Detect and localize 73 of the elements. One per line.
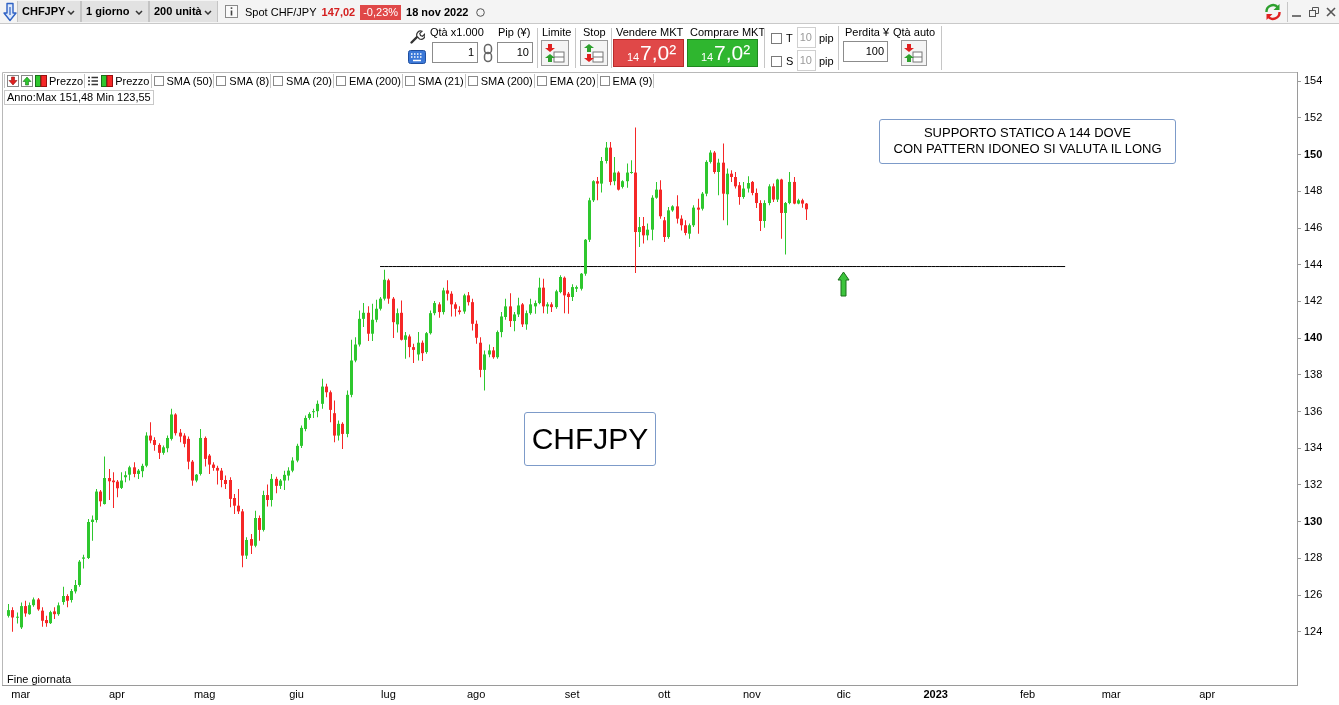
text-field: 10 <box>797 50 816 71</box>
annotation: SMA (21) <box>417 74 464 88</box>
x-tick-label: 2023 <box>923 687 948 700</box>
annotation: EMA (20) <box>549 74 596 88</box>
y-tick-label: 128 <box>1304 551 1323 564</box>
y-tick-label: 132 <box>1304 477 1323 490</box>
x-tick-label: apr <box>108 687 126 700</box>
text: T <box>786 32 793 45</box>
x-tick-label: set <box>564 687 580 700</box>
annotation: Fine giornata <box>7 673 72 686</box>
text: Pip (¥) <box>498 26 531 39</box>
text: Stop <box>583 26 606 39</box>
x-tick-label: apr <box>1199 687 1216 700</box>
annotation: Prezzo <box>49 74 84 88</box>
text: Spot CHF/JPY <box>245 5 317 19</box>
text: S <box>786 55 794 68</box>
text: Limite <box>542 26 572 39</box>
y-tick-label: 140 <box>1304 331 1323 344</box>
x-tick-label: ago <box>466 687 486 700</box>
text-field: 100 <box>843 41 888 62</box>
annotation: SMA (50) <box>166 74 213 88</box>
y-tick-label: 138 <box>1304 367 1323 380</box>
x-tick-label: lug <box>381 687 396 700</box>
dropdown: 200 unità <box>149 1 218 22</box>
y-tick-label: 148 <box>1304 184 1323 197</box>
price-button: 147,0² <box>687 39 758 67</box>
annotation: SMA (8) <box>229 74 270 88</box>
y-tick-label: 154 <box>1304 74 1323 87</box>
x-tick-label: mar <box>11 687 31 700</box>
text-field: 10 <box>497 42 533 63</box>
x-tick-label: mag <box>193 687 216 700</box>
text-field: 1 <box>432 42 478 63</box>
y-tick-label: 126 <box>1304 588 1323 601</box>
dropdown: CHFJPY <box>17 1 81 22</box>
annotation: Anno:Max 151,48 Min 123,55 <box>4 90 154 105</box>
annotation: Prezzo <box>115 74 150 88</box>
annotation: SUPPORTO STATICO A 144 DOVE CON PATTERN IDONEO SI VALUTA IL LONG <box>892 125 1163 157</box>
y-tick-label: 130 <box>1304 514 1323 527</box>
y-tick-label: 150 <box>1304 147 1323 160</box>
text: 18 nov 2022 <box>406 5 469 19</box>
y-tick-label: 144 <box>1304 257 1323 270</box>
y-tick-label: 124 <box>1304 624 1323 637</box>
text: Vendere MKT <box>616 26 684 39</box>
text-field: 10 <box>797 27 816 48</box>
text: pip <box>819 55 834 68</box>
y-tick-label: 152 <box>1304 110 1323 123</box>
price-button: 147,0² <box>613 39 684 67</box>
candlestick <box>697 198 700 234</box>
y-tick-label: 146 <box>1304 221 1323 234</box>
y-tick-label: 136 <box>1304 404 1323 417</box>
x-tick-label: dic <box>836 687 852 700</box>
y-tick-label: 142 <box>1304 294 1323 307</box>
y-tick-label: 134 <box>1304 441 1323 454</box>
text: 147,02 <box>321 5 356 19</box>
text: Comprare MKT <box>690 26 766 39</box>
candlestick <box>630 160 633 174</box>
text: -0,23% <box>360 4 402 20</box>
x-tick-label: giu <box>289 687 304 700</box>
annotation: EMA (9) <box>612 74 653 88</box>
annotation: SMA (200) <box>480 74 533 88</box>
text: CHFJPY <box>530 422 650 456</box>
x-tick-label: ott <box>658 687 671 700</box>
text: Qtà x1.000 <box>430 26 484 39</box>
text: pip <box>819 32 834 45</box>
candlestick <box>108 468 111 500</box>
text: Qtà auto <box>893 26 936 39</box>
x-tick-label: nov <box>742 687 762 700</box>
dropdown: 1 giorno <box>81 1 149 22</box>
text: Perdita ¥ <box>845 26 890 39</box>
x-tick-label: mar <box>1101 687 1121 700</box>
annotation: EMA (200) <box>348 74 401 88</box>
annotation: SMA (20) <box>286 74 332 88</box>
x-tick-label: feb <box>1019 687 1036 700</box>
